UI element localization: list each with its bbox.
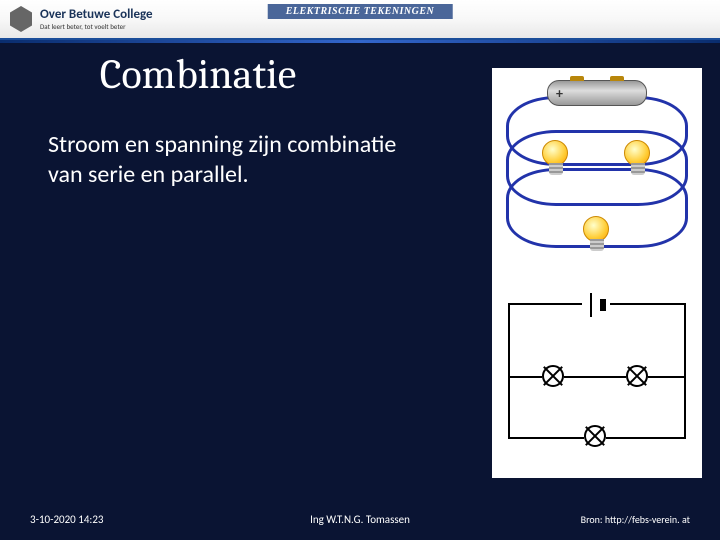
bulb-base-icon [631, 163, 645, 175]
brand-name: Over Betuwe College [40, 8, 153, 21]
wire-segment [684, 303, 686, 437]
bulb-base-icon [590, 239, 604, 251]
footer-author: Ing W.T.N.G. Tomassen [310, 513, 410, 526]
brand-block: Over Betuwe College Dat leert beter, tot… [0, 0, 153, 38]
section-banner: ELEKTRISCHE TEKENINGEN [268, 4, 453, 19]
wire-segment [610, 303, 686, 305]
lightbulb-icon [583, 216, 611, 254]
wire-segment [508, 303, 582, 305]
slide-body-text: Stroom en spanning zijn combinatie van s… [48, 130, 428, 190]
footer-source: Bron: http://febs-verein. at [581, 513, 690, 526]
header-accent-bar [0, 40, 720, 43]
slide-header: Over Betuwe College Dat leert beter, tot… [0, 0, 720, 40]
brand-tagline: Dat leert beter, tot voelt beter [40, 23, 153, 30]
slide-footer: 3-10-2020 14:23 Ing W.T.N.G. Tomassen Br… [0, 513, 720, 526]
battery-icon [547, 80, 647, 106]
wire-segment [508, 376, 542, 378]
brand-text: Over Betuwe College Dat leert beter, tot… [40, 8, 153, 30]
cell-short-plate-icon [600, 299, 606, 311]
lamp-symbol-icon [542, 365, 564, 387]
cell-long-plate-icon [590, 293, 592, 317]
wire-segment [648, 376, 686, 378]
pictorial-circuit [492, 68, 702, 273]
lightbulb-icon [542, 140, 570, 178]
schematic-circuit [492, 273, 702, 478]
slide-title: Combinatie [0, 50, 396, 99]
lightbulb-icon [624, 140, 652, 178]
lamp-symbol-icon [626, 365, 648, 387]
wire-segment [564, 376, 626, 378]
wire-segment [606, 437, 686, 439]
wire-segment [508, 303, 510, 437]
college-logo-icon [10, 6, 32, 32]
battery-terminal-icon [610, 76, 624, 81]
cell-symbol-icon [582, 293, 612, 317]
footer-date: 3-10-2020 14:23 [30, 513, 104, 526]
battery-terminal-icon [570, 76, 584, 81]
circuit-diagram-panel [492, 68, 702, 478]
lamp-symbol-icon [584, 425, 606, 447]
wire-segment [508, 437, 584, 439]
bulb-base-icon [549, 163, 563, 175]
